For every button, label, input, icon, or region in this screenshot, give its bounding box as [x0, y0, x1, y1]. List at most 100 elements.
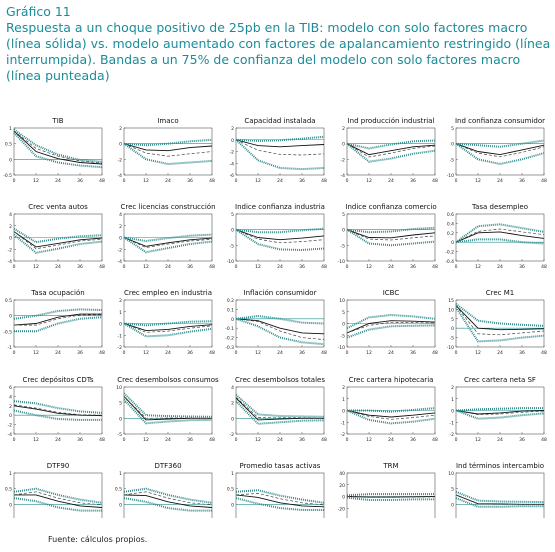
- x-tick-label: 48: [209, 264, 215, 270]
- x-tick-label: 0: [13, 178, 16, 184]
- confidence-band-line: [235, 135, 325, 142]
- panel-title: DTF90: [47, 462, 70, 470]
- series-dashed-line: [235, 396, 325, 419]
- x-tick-label: 36: [187, 178, 193, 184]
- confidence-band-line: [13, 487, 103, 504]
- x-tick-label: 0: [13, 264, 16, 270]
- confidence-band-line: [235, 400, 325, 425]
- y-tick-label: -0.4: [445, 259, 454, 265]
- x-tick-label: 48: [541, 437, 547, 443]
- x-tick-label: 24: [388, 437, 394, 443]
- series-dashed-line: [13, 491, 103, 506]
- panel-title: Crec cartera hipotecaria: [349, 376, 434, 384]
- y-tick-label: 0.6: [447, 212, 454, 218]
- x-tick-label: 36: [299, 350, 305, 356]
- source-note: Fuente: cálculos propios.: [48, 535, 148, 544]
- x-tick-label: 0: [346, 178, 349, 184]
- x-tick-label: 24: [55, 350, 61, 356]
- x-tick-label: 0: [346, 264, 349, 270]
- panel-frame: [13, 127, 103, 176]
- y-tick-label: 0: [231, 228, 234, 234]
- y-tick-label: -2: [230, 432, 235, 438]
- y-tick-label: 10: [339, 298, 345, 304]
- confidence-band-line: [455, 223, 545, 244]
- x-tick-label: 36: [299, 264, 305, 270]
- series-dashed-line: [346, 410, 436, 420]
- x-tick-label: 0: [235, 437, 238, 443]
- x-tick-label: 36: [410, 437, 416, 443]
- x-tick-label: 24: [165, 437, 171, 443]
- x-tick-label: 24: [388, 350, 394, 356]
- x-tick-label: 0: [346, 437, 349, 443]
- y-tick-label: 5: [231, 212, 234, 218]
- confidence-band-line: [235, 139, 325, 171]
- y-tick-label: -5: [341, 333, 346, 339]
- confidence-band-line: [235, 394, 325, 418]
- x-tick-label: 12: [143, 437, 149, 443]
- series-solid-line: [346, 410, 436, 418]
- series-dashed-line: [235, 318, 325, 340]
- confidence-band-line: [455, 306, 545, 343]
- y-tick-label: 0.5: [227, 487, 234, 493]
- series-dashed-line: [123, 237, 213, 248]
- x-tick-label: 24: [277, 178, 283, 184]
- confidence-band-line: [13, 128, 103, 163]
- y-tick-label: 0: [451, 326, 454, 332]
- y-tick-label: -10: [447, 173, 454, 179]
- y-tick-label: 0: [231, 138, 234, 144]
- y-tick-label: 2: [342, 126, 345, 132]
- y-tick-label: -1: [450, 420, 455, 426]
- panel-title: Crec empleo en industria: [124, 289, 212, 297]
- x-tick-label: 12: [33, 264, 39, 270]
- y-tick-label: -5: [450, 336, 455, 342]
- y-tick-label: -2: [341, 432, 346, 438]
- x-tick-label: 36: [519, 178, 525, 184]
- x-tick-label: 24: [497, 350, 503, 356]
- y-tick-label: -0.1: [225, 326, 234, 332]
- panel-title: Crec cartera neta SF: [464, 376, 536, 384]
- x-tick-label: 24: [55, 264, 61, 270]
- y-tick-label: 1: [119, 310, 122, 316]
- y-tick-label: 0: [9, 413, 12, 419]
- confidence-band-line: [123, 398, 213, 425]
- y-tick-label: 15: [448, 298, 454, 304]
- series-solid-line: [346, 229, 436, 239]
- confidence-band-line: [455, 303, 545, 327]
- y-tick-label: 0: [451, 240, 454, 246]
- y-tick-label: 1: [231, 471, 234, 477]
- x-tick-label: 0: [13, 437, 16, 443]
- x-tick-label: 24: [497, 264, 503, 270]
- series-dashed-line: [455, 143, 545, 158]
- y-tick-label: 0: [119, 322, 122, 328]
- panel-frame: [13, 386, 103, 435]
- x-tick-label: 48: [432, 264, 438, 270]
- panel-frame: [346, 472, 436, 521]
- panel-frame: [13, 299, 103, 348]
- y-tick-label: 0.2: [227, 298, 234, 304]
- series-dashed-line: [455, 494, 544, 505]
- y-tick-label: -2: [118, 157, 123, 163]
- confidence-band-line: [346, 409, 436, 425]
- x-tick-label: 0: [13, 350, 16, 356]
- y-tick-label: -20: [338, 506, 345, 512]
- chart-header: Gráfico 11 Respuesta a un choque positiv…: [6, 4, 554, 84]
- x-tick-label: 0: [455, 437, 458, 443]
- x-tick-label: 36: [77, 178, 83, 184]
- y-tick-label: -10: [338, 259, 345, 265]
- series-solid-line: [123, 494, 213, 508]
- confidence-band-line: [123, 142, 213, 166]
- y-tick-label: 0.5: [5, 298, 12, 304]
- confidence-band-line: [455, 497, 544, 508]
- confidence-band-line: [123, 497, 212, 512]
- y-tick-label: 2: [231, 401, 234, 407]
- x-tick-label: 48: [432, 437, 438, 443]
- confidence-band-line: [123, 320, 213, 327]
- y-tick-label: 1: [119, 471, 122, 477]
- y-tick-label: 0.5: [115, 487, 122, 493]
